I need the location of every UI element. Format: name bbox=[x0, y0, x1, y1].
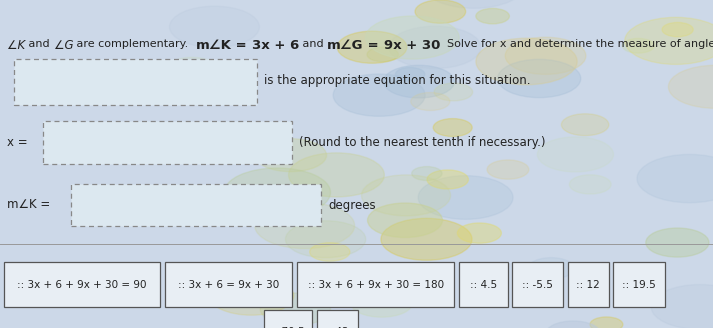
Circle shape bbox=[337, 31, 407, 63]
FancyBboxPatch shape bbox=[71, 184, 321, 226]
Circle shape bbox=[538, 137, 613, 172]
Circle shape bbox=[396, 68, 425, 81]
Circle shape bbox=[419, 176, 513, 219]
Circle shape bbox=[668, 65, 713, 108]
Text: degrees: degrees bbox=[328, 198, 376, 212]
Circle shape bbox=[366, 16, 459, 59]
Circle shape bbox=[389, 26, 481, 69]
Circle shape bbox=[411, 167, 442, 180]
FancyBboxPatch shape bbox=[43, 121, 292, 164]
Text: is the appropriate equation for this situation.: is the appropriate equation for this sit… bbox=[264, 74, 530, 87]
Text: :: 3x + 6 + 9x + 30 = 90: :: 3x + 6 + 9x + 30 = 90 bbox=[17, 279, 147, 290]
Text: 3x + 6: 3x + 6 bbox=[252, 39, 299, 52]
Text: and: and bbox=[299, 39, 327, 49]
Circle shape bbox=[209, 276, 294, 315]
Circle shape bbox=[487, 160, 529, 179]
Circle shape bbox=[622, 38, 655, 53]
FancyBboxPatch shape bbox=[4, 262, 160, 307]
Circle shape bbox=[476, 9, 509, 24]
Text: :: 70.5: :: 70.5 bbox=[271, 327, 305, 328]
Circle shape bbox=[285, 221, 366, 258]
Circle shape bbox=[546, 321, 600, 328]
Text: m∠K: m∠K bbox=[195, 39, 231, 52]
Circle shape bbox=[651, 285, 713, 328]
Text: (Round to the nearest tenth if necessary.): (Round to the nearest tenth if necessary… bbox=[299, 136, 546, 149]
Text: ∠K: ∠K bbox=[7, 39, 26, 52]
FancyBboxPatch shape bbox=[14, 59, 257, 105]
Circle shape bbox=[423, 0, 525, 8]
Circle shape bbox=[260, 293, 331, 325]
Text: :: 19.5: :: 19.5 bbox=[622, 279, 656, 290]
Circle shape bbox=[457, 223, 501, 243]
Circle shape bbox=[662, 22, 693, 37]
Circle shape bbox=[224, 168, 331, 217]
FancyBboxPatch shape bbox=[512, 262, 563, 307]
FancyBboxPatch shape bbox=[317, 310, 358, 328]
FancyBboxPatch shape bbox=[568, 262, 609, 307]
Circle shape bbox=[411, 92, 450, 111]
Text: :: 12: :: 12 bbox=[576, 279, 600, 290]
Circle shape bbox=[590, 317, 623, 328]
Circle shape bbox=[498, 59, 581, 98]
Text: =: = bbox=[231, 39, 252, 52]
Circle shape bbox=[381, 218, 472, 260]
Circle shape bbox=[506, 37, 586, 74]
Circle shape bbox=[625, 17, 713, 64]
Circle shape bbox=[351, 289, 413, 317]
Text: :: 42: :: 42 bbox=[325, 327, 349, 328]
Text: :: 4.5: :: 4.5 bbox=[470, 279, 497, 290]
Text: :: -5.5: :: -5.5 bbox=[522, 279, 553, 290]
Circle shape bbox=[361, 175, 451, 216]
Circle shape bbox=[434, 119, 472, 136]
Circle shape bbox=[384, 65, 454, 98]
Circle shape bbox=[427, 170, 468, 189]
Text: :: 3x + 6 + 9x + 30 = 180: :: 3x + 6 + 9x + 30 = 180 bbox=[308, 279, 443, 290]
FancyBboxPatch shape bbox=[459, 262, 508, 307]
Text: x =: x = bbox=[7, 136, 28, 149]
FancyBboxPatch shape bbox=[165, 262, 292, 307]
Circle shape bbox=[528, 258, 574, 279]
Text: m∠G: m∠G bbox=[327, 39, 364, 52]
Circle shape bbox=[476, 38, 577, 85]
Circle shape bbox=[170, 6, 260, 48]
Circle shape bbox=[415, 0, 466, 23]
Text: m∠K =: m∠K = bbox=[7, 198, 51, 212]
Text: =: = bbox=[364, 39, 384, 52]
Text: Solve for x and determine the measure of angle K.: Solve for x and determine the measure of… bbox=[440, 39, 713, 49]
Circle shape bbox=[367, 47, 399, 62]
Circle shape bbox=[646, 228, 709, 257]
FancyBboxPatch shape bbox=[613, 262, 665, 307]
FancyBboxPatch shape bbox=[264, 310, 312, 328]
Text: are complementary.: are complementary. bbox=[73, 39, 195, 49]
Circle shape bbox=[255, 139, 327, 172]
FancyBboxPatch shape bbox=[297, 262, 454, 307]
Text: 9x + 30: 9x + 30 bbox=[384, 39, 440, 52]
Text: and: and bbox=[26, 39, 53, 49]
Circle shape bbox=[289, 153, 384, 197]
Circle shape bbox=[255, 203, 354, 249]
Circle shape bbox=[167, 57, 217, 80]
Circle shape bbox=[561, 114, 609, 135]
Circle shape bbox=[333, 74, 425, 116]
Text: :: 3x + 6 = 9x + 30: :: 3x + 6 = 9x + 30 bbox=[178, 279, 279, 290]
Circle shape bbox=[434, 83, 473, 101]
Circle shape bbox=[309, 243, 350, 261]
Text: ∠G: ∠G bbox=[53, 39, 73, 52]
Circle shape bbox=[570, 175, 611, 194]
Circle shape bbox=[368, 203, 442, 237]
Circle shape bbox=[637, 154, 713, 203]
